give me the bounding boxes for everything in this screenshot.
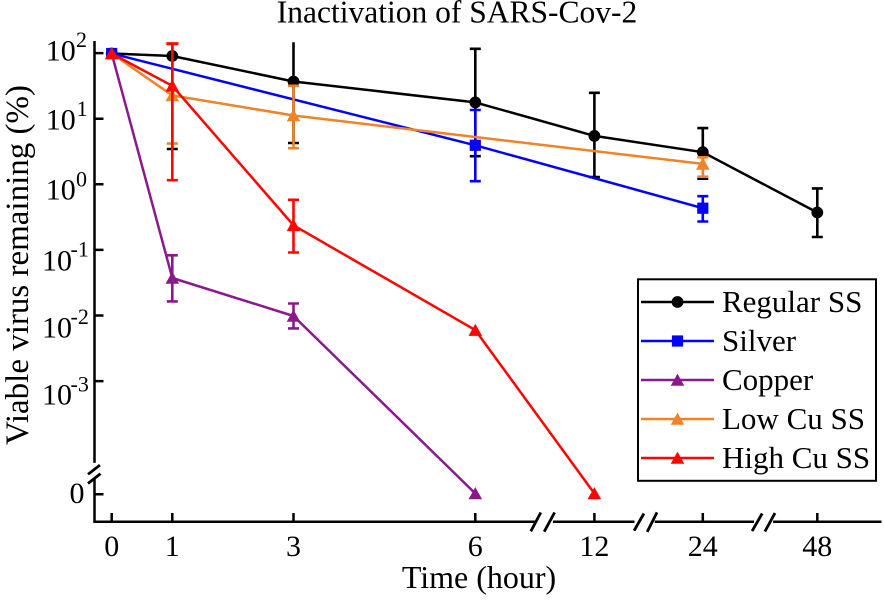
- svg-text:Time (hour): Time (hour): [402, 559, 556, 595]
- svg-text:10: 10: [42, 378, 72, 411]
- svg-text:-1: -1: [71, 236, 89, 261]
- svg-text:1: 1: [165, 530, 180, 563]
- svg-text:0: 0: [70, 477, 85, 510]
- svg-text:12: 12: [579, 530, 609, 563]
- svg-text:10: 10: [46, 173, 76, 206]
- svg-text:2: 2: [76, 27, 87, 52]
- svg-text:Inactivation of SARS-Cov-2: Inactivation of SARS-Cov-2: [277, 0, 637, 30]
- svg-text:High Cu SS: High Cu SS: [722, 440, 870, 475]
- svg-text:3: 3: [286, 530, 301, 563]
- svg-text:0: 0: [76, 166, 87, 191]
- svg-text:24: 24: [688, 530, 718, 563]
- svg-text:Silver: Silver: [722, 323, 797, 358]
- svg-text:6: 6: [468, 530, 483, 563]
- svg-text:Regular SS: Regular SS: [722, 284, 862, 319]
- svg-text:10: 10: [46, 34, 76, 67]
- svg-text:10: 10: [42, 244, 72, 277]
- svg-text:Copper: Copper: [722, 362, 814, 397]
- svg-text:1: 1: [77, 96, 88, 121]
- svg-text:0: 0: [104, 530, 119, 563]
- svg-text:10: 10: [46, 103, 76, 136]
- svg-text:-2: -2: [71, 304, 89, 329]
- svg-text:10: 10: [42, 312, 72, 345]
- svg-text:Low Cu SS: Low Cu SS: [722, 401, 865, 436]
- svg-text:Viable virus remaining (%): Viable virus remaining (%): [0, 85, 36, 445]
- svg-text:48: 48: [802, 530, 832, 563]
- svg-text:-3: -3: [71, 372, 89, 397]
